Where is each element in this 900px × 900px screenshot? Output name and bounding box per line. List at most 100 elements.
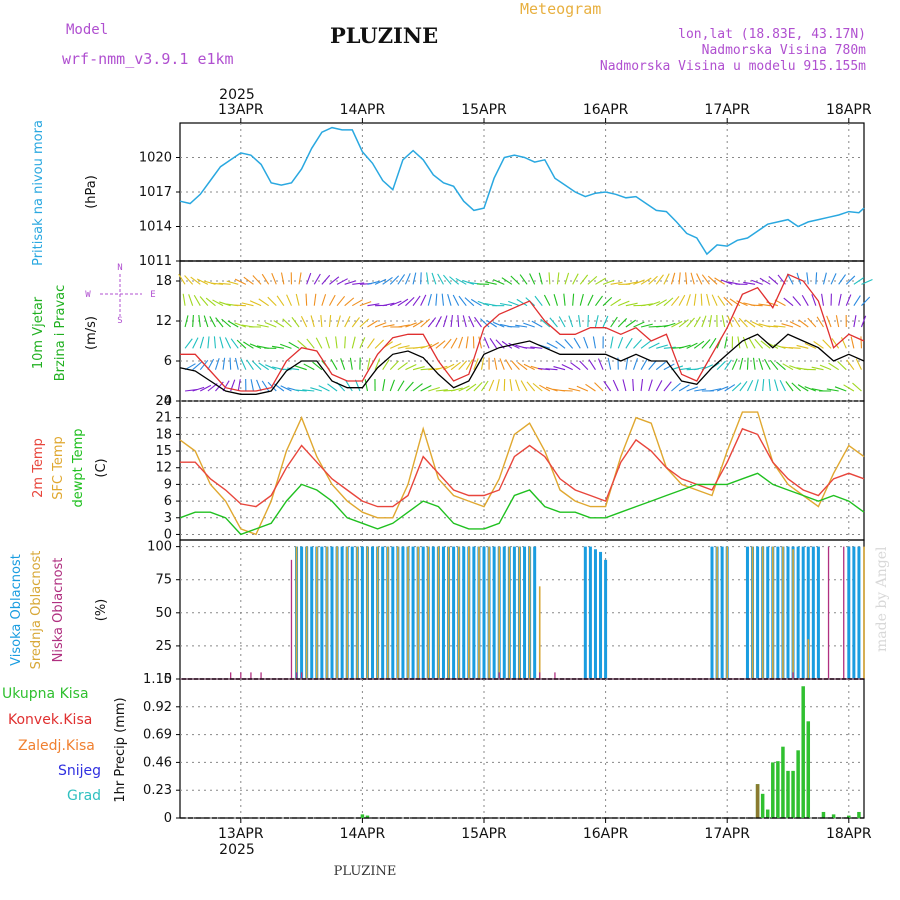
wind-arrow	[280, 272, 285, 285]
wind-arrow	[271, 345, 284, 349]
cloud-mid-bar-25	[716, 546, 718, 679]
bottom-date-4: 17APR	[704, 826, 750, 842]
wind-arrow	[785, 381, 794, 392]
wind-arrow	[724, 384, 736, 392]
wind-arrow	[489, 338, 498, 349]
cloud-mid-bar-29	[772, 546, 774, 679]
wind-arrow	[230, 338, 239, 349]
wind-arrow	[282, 318, 292, 328]
wind-arrow	[397, 380, 405, 392]
precip-hail-label: Grad	[67, 788, 101, 804]
wind-arrow	[602, 279, 615, 285]
wind-arrow	[325, 336, 330, 349]
wind-arrow	[731, 382, 742, 392]
wind-arrow	[250, 379, 255, 392]
temperature-ytick-label-0: 0	[164, 527, 172, 542]
wind-arrow	[237, 379, 241, 392]
wind-arrow	[450, 337, 458, 349]
cloud-high-bar-33	[462, 546, 466, 679]
precip-snow-label: Snijeg	[58, 763, 101, 779]
wind-arrow	[789, 365, 801, 371]
cloud-high-bar-73	[852, 546, 856, 679]
precip-unit: 1hr Precip (mm)	[113, 697, 128, 802]
wind-arrow	[769, 359, 779, 371]
wind-arrow	[306, 272, 312, 285]
wind-arrow	[640, 358, 648, 370]
wind-arrow	[340, 358, 346, 370]
cloud-mid-bar-8	[376, 546, 379, 679]
clouds-ytick-label-0: 0	[164, 672, 172, 687]
wind-arrow	[663, 346, 676, 349]
wind-arrow	[588, 359, 596, 370]
wind-arrow	[855, 358, 862, 370]
wind-label-2: Brzina i Pravac	[53, 285, 68, 382]
wind-arrow	[701, 315, 707, 328]
wind-barbs	[178, 272, 873, 392]
wind-arrow	[576, 385, 589, 392]
temperature-frame	[179, 400, 865, 541]
wind-arrow	[203, 315, 209, 328]
wind-arrow	[344, 297, 355, 307]
compass-rose: N W E S	[85, 263, 155, 326]
clouds-ytick-label-1: 25	[155, 639, 172, 654]
wind-arrow	[303, 363, 315, 371]
wind-arrow	[751, 279, 763, 285]
wind-arrow	[714, 277, 725, 285]
wind-arrow	[367, 320, 378, 328]
wind-arrow	[775, 361, 786, 371]
wind-arrow	[696, 273, 703, 285]
cloud-mid-bar-16	[457, 546, 460, 679]
cloud-mid-bar-22	[518, 546, 521, 679]
wind-arrow	[556, 272, 560, 285]
wind-arrow	[633, 321, 645, 328]
wind-arrow	[182, 293, 186, 306]
cloud-mid-bar-14	[437, 546, 440, 679]
precip-total-bar-13	[821, 811, 826, 818]
wind-arrow	[572, 293, 575, 306]
wind-arrow	[464, 297, 475, 307]
wind-arrow	[678, 367, 692, 371]
wind-arrow	[508, 300, 520, 307]
wind-arrow	[843, 384, 855, 392]
wind-arrow	[447, 294, 452, 306]
wind-arrow	[743, 281, 756, 285]
wind-arrow	[594, 382, 604, 392]
wind-arrow	[510, 275, 520, 285]
wind-arrow	[435, 365, 448, 371]
temp-sfc-label: SFC Temp	[51, 436, 66, 500]
wind-arrow	[633, 339, 642, 349]
wind-arrow	[762, 378, 765, 392]
wind-arrow	[594, 315, 599, 328]
wind-arrow	[579, 274, 589, 285]
wind-arrow	[374, 278, 387, 285]
precip-total-bar-4	[765, 809, 770, 818]
wind-arrow	[685, 272, 688, 285]
wind-arrow	[663, 297, 674, 307]
wind-arrow	[486, 319, 497, 328]
wind-arrow	[312, 361, 323, 371]
wind-arrow	[243, 276, 254, 285]
wind-arrow	[781, 323, 794, 328]
wind-arrow	[212, 299, 224, 307]
wind-arrow	[481, 380, 489, 392]
wind-arrow	[374, 358, 381, 370]
meteogram-label: Meteogram	[520, 0, 601, 18]
wind-arrow	[791, 382, 802, 392]
footer-title: PLUZINE	[334, 864, 397, 879]
cloud-high-bar-47	[533, 546, 537, 679]
cloud-mid-bar-33	[863, 546, 865, 679]
cloud-mid-bar-15	[447, 546, 450, 679]
clouds-ytick-label-4: 100	[147, 540, 172, 555]
precip-total-bar-1	[365, 815, 370, 818]
cloud-mid-bar-12	[417, 546, 419, 679]
wind-arrow	[686, 342, 698, 349]
wind-arrow	[184, 338, 193, 349]
wind-arrow	[473, 381, 483, 392]
precip-total-bar-15	[847, 815, 851, 818]
wind-arrow	[853, 277, 865, 285]
wind-arrow	[229, 357, 232, 370]
wind-arrow	[768, 276, 779, 285]
wind-arrow	[648, 342, 660, 349]
wind-arrow	[366, 357, 371, 370]
bottom-date-3: 16APR	[583, 826, 629, 842]
